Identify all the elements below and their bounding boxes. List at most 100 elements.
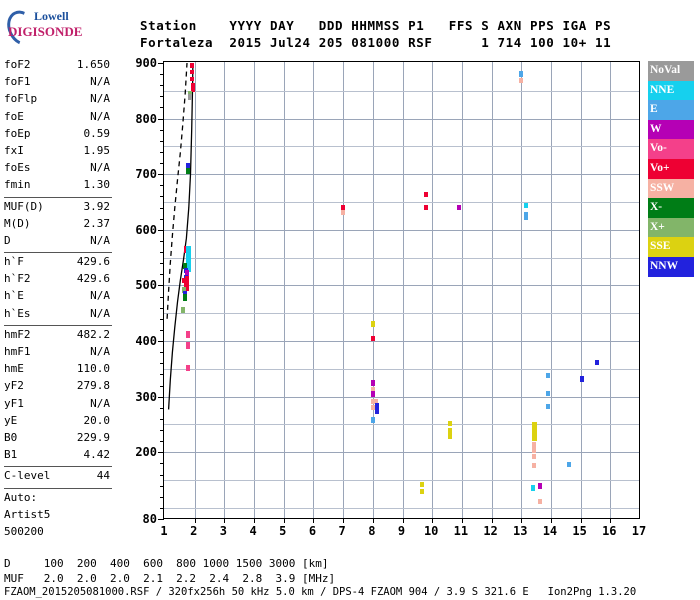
vertical-gridline bbox=[224, 62, 226, 518]
echo-point bbox=[190, 76, 195, 81]
vertical-gridline bbox=[610, 62, 612, 518]
param-label: foE bbox=[4, 109, 24, 123]
x-axis-tick-label: 8 bbox=[368, 524, 376, 538]
x-axis-labels: 1 2 3 4 5 6 7 8 9 10 11 12 13 14 15 16 17 bbox=[160, 524, 646, 540]
y-axis-minor-tick bbox=[160, 129, 164, 131]
echo-point bbox=[186, 258, 192, 272]
y-axis-minor-tick bbox=[160, 430, 164, 432]
legend-item-nne[interactable]: NNE bbox=[648, 80, 694, 101]
horizontal-gridline bbox=[164, 396, 639, 398]
echo-point bbox=[190, 62, 195, 68]
vertical-gridline bbox=[313, 62, 315, 518]
y-axis-minor-tick bbox=[160, 274, 164, 276]
echo-point bbox=[537, 498, 542, 504]
echo-point bbox=[530, 485, 535, 492]
horizontal-gridline bbox=[164, 118, 639, 120]
y-axis-minor-tick bbox=[160, 107, 164, 109]
param-group-divider bbox=[4, 196, 112, 198]
echo-point bbox=[523, 202, 528, 208]
vertical-gridline bbox=[283, 62, 285, 518]
param-row-hf: h`F 429.6 bbox=[4, 255, 112, 272]
param-row-fmin: fmin 1.30 bbox=[4, 178, 112, 195]
x-axis-tick bbox=[254, 518, 256, 523]
muf-table-distance-row: D 100 200 400 600 800 1000 1500 3000 [km… bbox=[4, 557, 329, 570]
echo-point bbox=[531, 421, 537, 441]
x-axis-tick bbox=[461, 518, 463, 523]
station-header: Station YYYY DAY DDD HHMMSS P1 FFS S AXN… bbox=[140, 17, 611, 51]
auto-info-line-0: Auto: bbox=[4, 490, 38, 504]
echo-point bbox=[424, 205, 429, 211]
echo-point bbox=[185, 167, 190, 174]
legend-item-vo[interactable]: Vo+ bbox=[648, 158, 694, 179]
horizontal-gridline bbox=[164, 229, 639, 231]
param-label: h`F bbox=[4, 255, 24, 269]
param-label: foFlp bbox=[4, 92, 38, 106]
param-value: N/A bbox=[90, 289, 110, 303]
echo-point bbox=[519, 78, 524, 84]
param-row-b0: B0 229.9 bbox=[4, 431, 112, 448]
param-value: 1.30 bbox=[83, 178, 111, 192]
legend-item-x[interactable]: X+ bbox=[648, 217, 694, 238]
ionogram-plot-area[interactable]: 80 200 300 400 500 600 700 800 900 bbox=[135, 56, 640, 526]
param-label: foEs bbox=[4, 161, 31, 175]
echo-point bbox=[183, 279, 189, 292]
legend-item-x[interactable]: X- bbox=[648, 198, 694, 218]
x-axis-tick-label: 9 bbox=[397, 524, 406, 538]
echo-point bbox=[181, 307, 186, 314]
param-value: N/A bbox=[90, 92, 110, 106]
echo-point bbox=[456, 205, 461, 211]
echo-point bbox=[532, 454, 537, 460]
legend-item-nnw[interactable]: NNW bbox=[648, 256, 694, 277]
vertical-gridline bbox=[343, 62, 345, 518]
param-value: N/A bbox=[90, 306, 110, 320]
param-row-hme: hmE 110.0 bbox=[4, 362, 112, 379]
y-axis-minor-tick bbox=[160, 485, 164, 487]
y-axis-label: 700 bbox=[135, 167, 157, 182]
param-value: 429.6 bbox=[76, 255, 110, 269]
echo-point bbox=[371, 390, 376, 397]
y-axis-minor-tick bbox=[160, 463, 164, 465]
param-value: 2.37 bbox=[83, 216, 111, 230]
y-axis-minor-tick bbox=[160, 318, 164, 320]
legend-item-w[interactable]: W bbox=[648, 119, 694, 140]
y-axis-minor-tick bbox=[160, 296, 164, 298]
y-axis-minor-tick bbox=[160, 207, 164, 209]
echo-point bbox=[545, 404, 550, 410]
x-axis-tick bbox=[491, 518, 493, 523]
param-value: 44 bbox=[96, 469, 110, 483]
y-axis-minor-tick bbox=[160, 374, 164, 376]
echo-point bbox=[371, 417, 376, 423]
x-axis-tick-label: 10 bbox=[423, 524, 439, 538]
param-group-divider bbox=[4, 324, 112, 326]
echo-point bbox=[419, 482, 424, 488]
param-row-clevel: C-level 44 bbox=[4, 469, 112, 486]
echo-point bbox=[184, 276, 189, 282]
param-value: 279.8 bbox=[76, 379, 110, 393]
param-label: yF1 bbox=[4, 396, 24, 410]
y-axis-minor-tick bbox=[160, 96, 164, 98]
y-axis-minor-tick bbox=[160, 407, 164, 409]
y-axis-label: 500 bbox=[135, 278, 157, 293]
y-axis-minor-tick bbox=[160, 118, 164, 120]
echo-point bbox=[370, 335, 375, 341]
param-label: hmF2 bbox=[4, 327, 31, 341]
param-label: yF2 bbox=[4, 379, 24, 393]
x-axis-tick bbox=[580, 518, 582, 523]
legend-item-sse[interactable]: SSE bbox=[648, 237, 694, 257]
param-value: N/A bbox=[90, 75, 110, 89]
echo-point bbox=[532, 442, 537, 449]
legend-item-e[interactable]: E bbox=[648, 100, 694, 120]
echo-point bbox=[532, 448, 537, 454]
param-label: hmE bbox=[4, 362, 24, 376]
legend-item-vo[interactable]: Vo- bbox=[648, 139, 694, 159]
horizontal-gridline bbox=[164, 285, 639, 287]
y-axis-minor-tick bbox=[160, 151, 164, 153]
y-axis-label: 800 bbox=[135, 111, 157, 126]
echo-point bbox=[187, 91, 192, 97]
param-value: 0.59 bbox=[83, 126, 111, 140]
vertical-gridline bbox=[254, 62, 256, 518]
x-axis-tick bbox=[402, 518, 404, 523]
lowell-digisonde-logo: Lowell DIGISONDE bbox=[1, 5, 116, 51]
legend-item-noval[interactable]: NoVal bbox=[648, 61, 694, 81]
legend-item-ssw[interactable]: SSW bbox=[648, 178, 694, 199]
